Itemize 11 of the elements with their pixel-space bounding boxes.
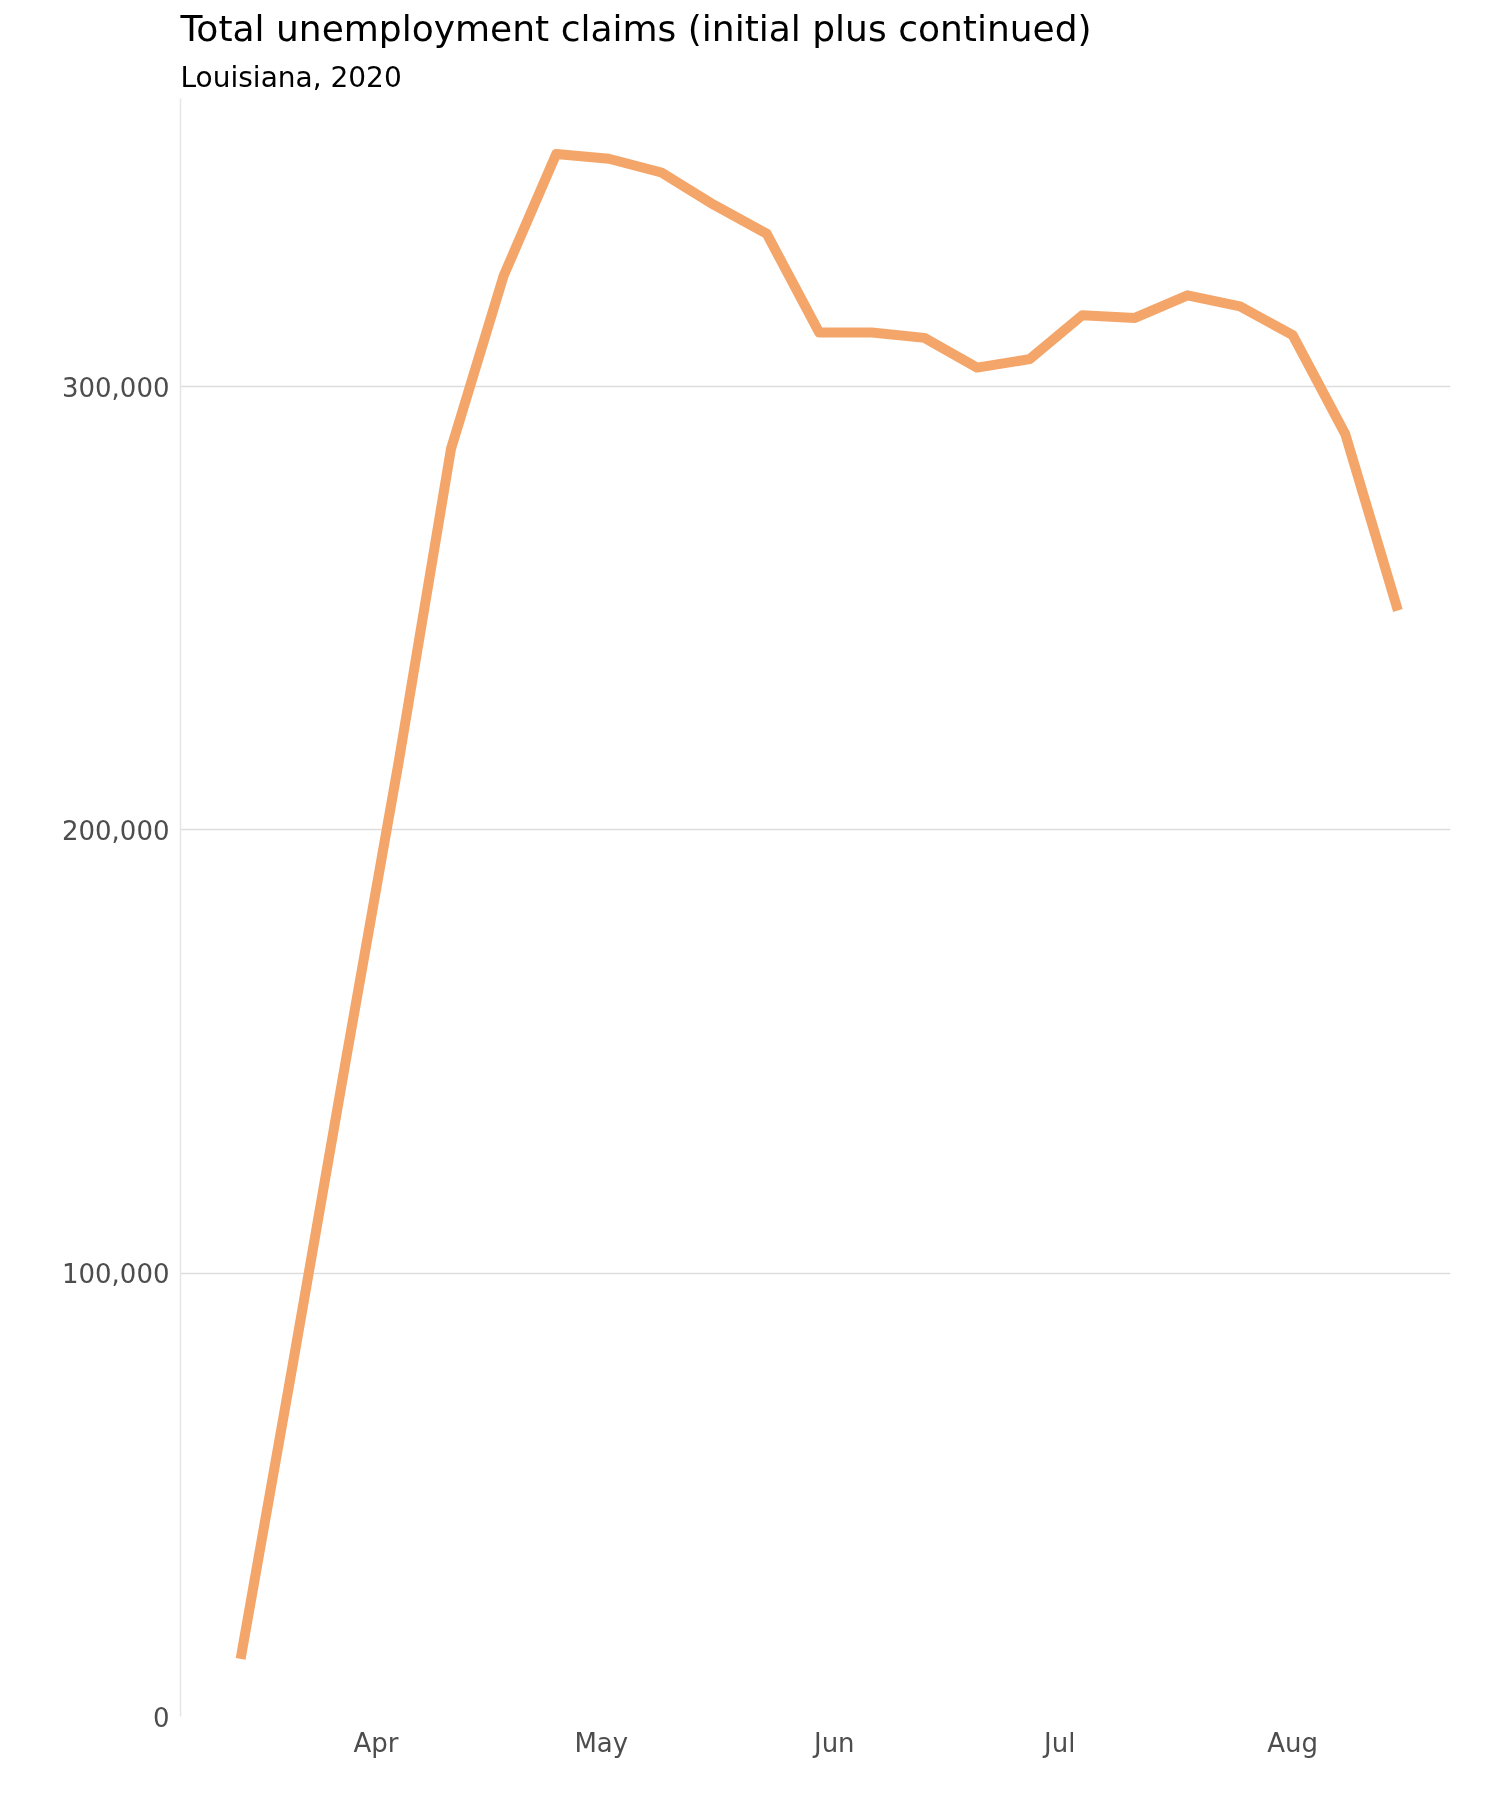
x-tick-label: May	[574, 1727, 629, 1758]
y-tick-label: 300,000	[61, 372, 170, 403]
x-tick-label: Jun	[811, 1727, 855, 1758]
x-tick-label: Aug	[1267, 1727, 1319, 1758]
x-tick-label: Apr	[353, 1727, 399, 1758]
chart-subtitle: Louisiana, 2020	[180, 60, 402, 94]
y-tick-label: 100,000	[61, 1259, 170, 1290]
chart-title: Total unemployment claims (initial plus continued)	[179, 7, 1092, 49]
y-tick-label: 200,000	[61, 815, 170, 846]
y-tick-label: 0	[152, 1702, 170, 1733]
x-tick-label: Jul	[1042, 1727, 1076, 1758]
